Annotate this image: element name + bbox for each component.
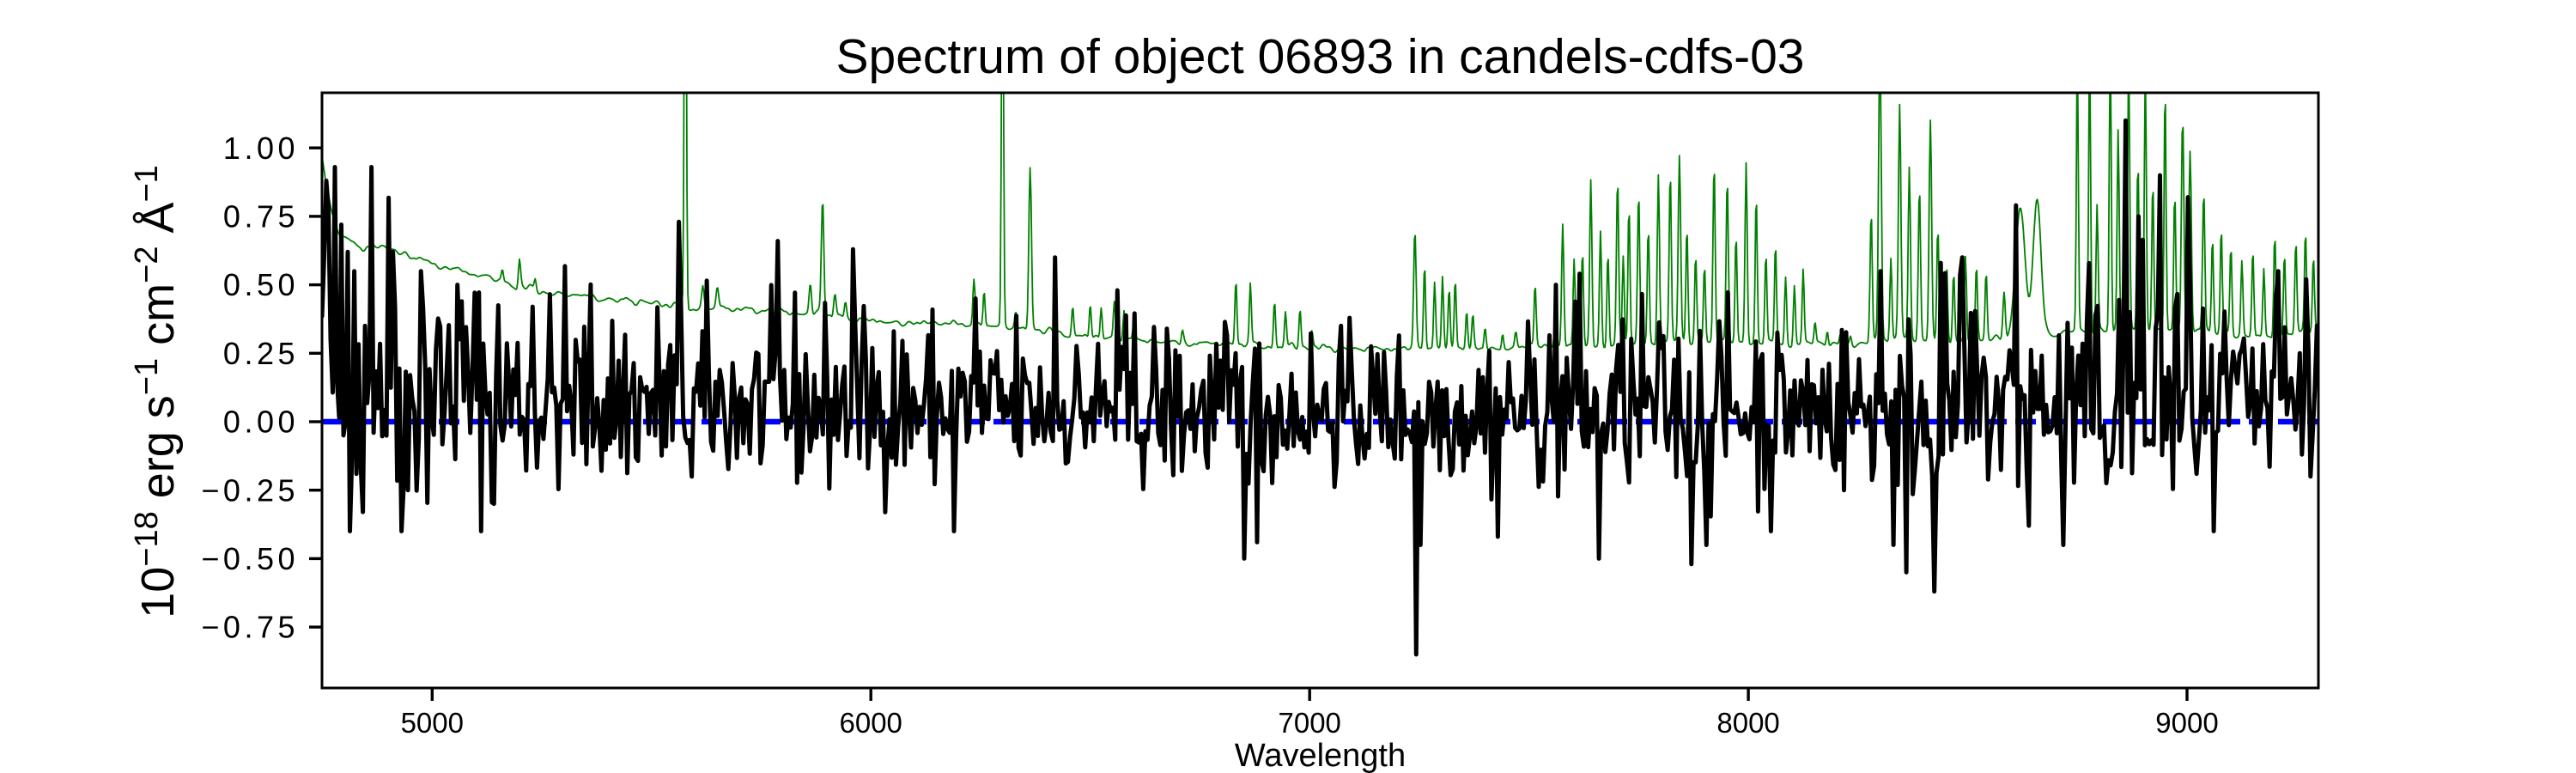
svg-text:9000: 9000 xyxy=(2155,707,2218,739)
svg-text:7000: 7000 xyxy=(1278,707,1340,739)
svg-text:−0.75: −0.75 xyxy=(201,610,299,645)
svg-text:6000: 6000 xyxy=(839,707,902,739)
svg-text:0.50: 0.50 xyxy=(223,267,299,302)
svg-text:Spectrum of object 06893 in ca: Spectrum of object 06893 in candels-cdfs… xyxy=(836,29,1805,84)
svg-text:Wavelength: Wavelength xyxy=(1235,738,1406,773)
svg-text:−0.25: −0.25 xyxy=(201,472,299,508)
svg-text:0.25: 0.25 xyxy=(223,336,299,371)
svg-text:10−18 erg s−1 cm−2 Å−1: 10−18 erg s−1 cm−2 Å−1 xyxy=(129,165,184,618)
svg-text:8000: 8000 xyxy=(1716,707,1779,739)
svg-text:−0.50: −0.50 xyxy=(201,541,299,576)
svg-text:0.75: 0.75 xyxy=(223,199,299,234)
svg-text:1.00: 1.00 xyxy=(223,131,299,166)
svg-text:0.00: 0.00 xyxy=(223,405,299,440)
svg-text:5000: 5000 xyxy=(401,707,464,739)
